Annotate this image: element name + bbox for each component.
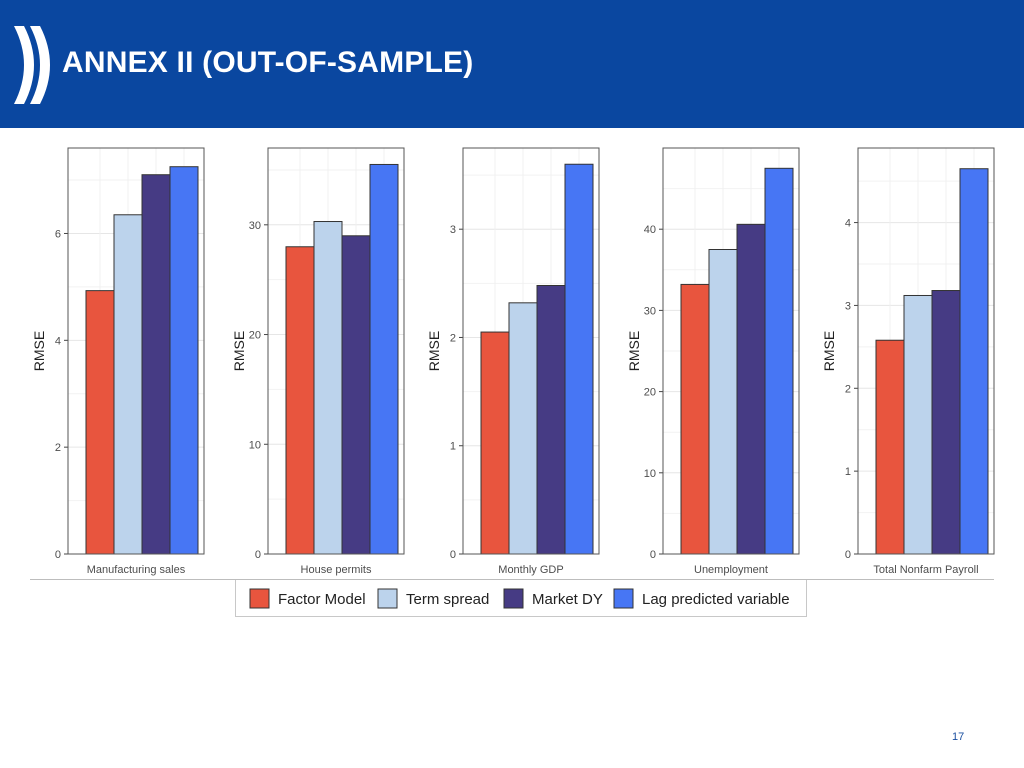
legend-swatch-lag-predicted-variable <box>613 588 634 609</box>
x-axis-label: Monthly GDP <box>498 564 563 576</box>
y-tick-label: 0 <box>650 549 656 561</box>
legend-svg: Factor Model Term spread Market DY Lag pred… <box>249 588 790 609</box>
bar-lag-predicted-variable <box>764 167 794 555</box>
bar-market-dy <box>341 235 371 555</box>
legend-label-term-spread: Term spread <box>406 591 489 608</box>
y-tick-label: 2 <box>845 383 851 395</box>
y-tick-label: 0 <box>55 549 61 561</box>
chart-panel-total-nonfarm-payroll: 0 1 2 3 4 RMSE Total Nonfarm Payroll <box>820 140 1000 580</box>
page-number: 17 <box>952 731 965 743</box>
bar-factor-model <box>680 283 710 555</box>
bar-market-dy <box>141 174 171 555</box>
legend-label-market-dy: Market DY <box>532 591 603 608</box>
chart-panel-monthly-gdp: 0 1 2 3 RMSE Monthly GDP <box>425 140 605 580</box>
bar-term-spread <box>113 214 143 555</box>
legend-swatch-term-spread <box>377 588 398 609</box>
bar-lag-predicted-variable <box>959 168 989 555</box>
y-axis-label: RMSE <box>231 331 247 371</box>
y-tick-label: 3 <box>845 300 851 312</box>
y-tick-label: 40 <box>644 224 656 236</box>
y-tick-label: 2 <box>55 442 61 454</box>
plot-border <box>267 147 405 555</box>
bar-market-dy <box>736 223 766 555</box>
bar-factor-model <box>480 331 510 555</box>
y-tick-label: 0 <box>845 549 851 561</box>
x-axis-label: Unemployment <box>694 564 768 576</box>
y-tick-label: 30 <box>644 305 656 317</box>
x-axis-label: House permits <box>301 564 372 576</box>
y-tick-label: 20 <box>644 387 656 399</box>
plot-border <box>662 147 800 555</box>
bar-factor-model <box>875 339 905 555</box>
y-tick-label: 20 <box>249 330 261 342</box>
chart-panel-unemployment: 0 10 20 30 40 RMSE Unemployment <box>625 140 805 580</box>
legend-label-factor-model: Factor Model <box>278 591 366 608</box>
y-tick-label: 2 <box>450 332 456 344</box>
y-tick-label: 6 <box>55 228 61 240</box>
y-tick-label: 10 <box>644 468 656 480</box>
plot-border <box>67 147 205 555</box>
y-axis-label: RMSE <box>626 331 642 371</box>
chart-svg: 0 1 2 3 4 RMSE Total Nonfarm Payroll <box>820 140 1000 580</box>
chart-legend: Factor Model Term spread Market DY Lag pred… <box>235 580 807 617</box>
y-tick-label: 3 <box>450 224 456 236</box>
bar-term-spread <box>313 221 343 555</box>
y-tick-label: 1 <box>845 466 851 478</box>
x-axis-label: Total Nonfarm Payroll <box>873 564 978 576</box>
y-axis-label: RMSE <box>31 331 47 371</box>
y-tick-label: 10 <box>249 439 261 451</box>
legend-swatch-factor-model <box>249 588 270 609</box>
slide-title: ANNEX II (OUT-OF-SAMPLE) <box>62 46 474 79</box>
legend-divider <box>30 579 994 580</box>
y-tick-label: 1 <box>450 441 456 453</box>
y-tick-label: 4 <box>845 218 851 230</box>
y-tick-label: 30 <box>249 220 261 232</box>
bar-market-dy <box>536 284 566 555</box>
chart-svg: 0 1 2 3 RMSE Monthly GDP <box>425 140 605 580</box>
bar-factor-model <box>85 290 115 555</box>
chart-svg: 0 10 20 30 40 RMSE Unemployment <box>625 140 805 580</box>
x-axis-label: Manufacturing sales <box>87 564 186 576</box>
legend-label-lag-predicted-variable: Lag predicted variable <box>642 591 790 608</box>
chart-svg: 0 10 20 30 RMSE House permits <box>230 140 410 580</box>
y-axis-label: RMSE <box>821 331 837 371</box>
bar-term-spread <box>508 302 538 555</box>
bar-factor-model <box>285 246 315 555</box>
title-banner: ANNEX II (OUT-OF-SAMPLE) <box>0 0 1024 128</box>
plot-border <box>462 147 600 555</box>
y-tick-label: 4 <box>55 335 61 347</box>
chart-svg: 0 2 4 6 RMSE Manufacturing sales <box>30 140 210 580</box>
brand-chevrons-icon <box>14 26 50 104</box>
bar-market-dy <box>931 290 961 555</box>
bar-lag-predicted-variable <box>369 163 399 555</box>
y-tick-label: 0 <box>450 549 456 561</box>
plot-border <box>857 147 995 555</box>
bar-term-spread <box>903 294 933 555</box>
bar-lag-predicted-variable <box>564 163 594 555</box>
chart-panel-manufacturing-sales: 0 2 4 6 RMSE Manufacturing sales <box>30 140 210 580</box>
y-tick-label: 0 <box>255 549 261 561</box>
legend-swatch-market-dy <box>503 588 524 609</box>
y-axis-label: RMSE <box>426 331 442 371</box>
chart-panel-house-permits: 0 10 20 30 RMSE House permits <box>230 140 410 580</box>
bar-term-spread <box>708 249 738 555</box>
bar-lag-predicted-variable <box>169 166 199 555</box>
